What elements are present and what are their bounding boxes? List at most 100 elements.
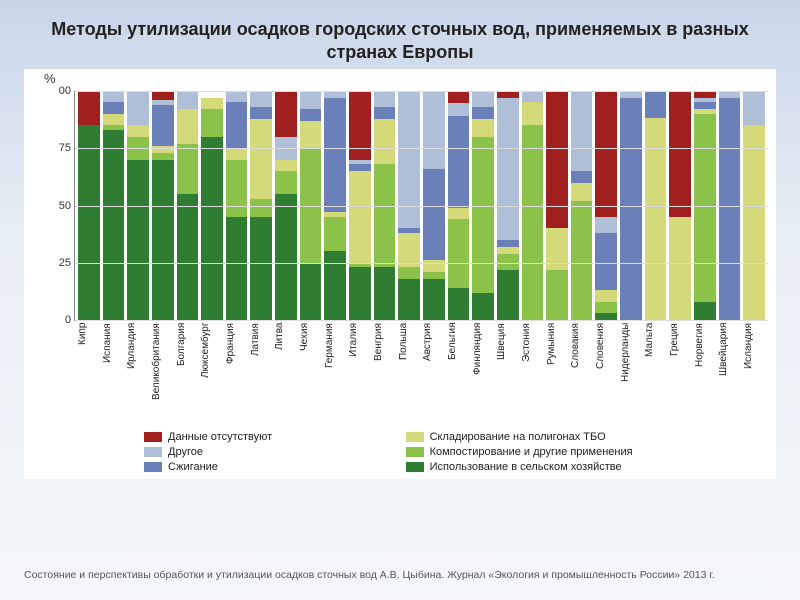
- bar-segment-incineration: [719, 98, 741, 320]
- grid-line: [75, 91, 768, 92]
- bar-segment-landfill: [595, 290, 617, 301]
- bar-segment-composting: [595, 302, 617, 313]
- x-tick-label: Бельгия: [447, 323, 469, 413]
- bar-segment-incineration: [374, 107, 396, 118]
- bar-segment-landfill: [669, 217, 691, 320]
- legend-label: Другое: [168, 446, 203, 458]
- bar-segment-composting: [177, 144, 199, 194]
- bar-segment-no_data: [595, 91, 617, 217]
- bar-segment-incineration: [300, 109, 322, 120]
- legend: Данные отсутствуют Складирование на полиг…: [144, 431, 736, 473]
- bar-segment-landfill: [127, 125, 149, 136]
- legend-label: Складирование на полигонах ТБО: [430, 431, 606, 443]
- bar-segment-incineration: [152, 105, 174, 146]
- legend-label: Компостирование и другие применения: [430, 446, 633, 458]
- legend-item: Использование в сельском хозяйстве: [406, 461, 736, 473]
- bar-segment-landfill: [250, 119, 272, 199]
- legend-swatch: [144, 447, 162, 457]
- bar-segment-incineration: [571, 171, 593, 182]
- bar-segment-other: [472, 91, 494, 107]
- legend-label: Сжигание: [168, 461, 218, 473]
- x-tick-label: Словения: [595, 323, 617, 413]
- bar-segment-landfill: [448, 208, 470, 219]
- plot-area: 025507500: [74, 91, 768, 321]
- x-tick-label: Италия: [348, 323, 370, 413]
- bar-segment-agriculture: [127, 160, 149, 320]
- bar-segment-incineration: [497, 240, 519, 247]
- bar-segment-no_data: [669, 91, 691, 217]
- bar-segment-composting: [226, 160, 248, 217]
- y-tick-label: 75: [43, 142, 71, 154]
- bar-segment-composting: [374, 164, 396, 267]
- bar-segment-no_data: [275, 91, 297, 137]
- bar-segment-no_data: [694, 91, 716, 98]
- x-tick-label: Ирландия: [126, 323, 148, 413]
- bar-segment-landfill: [497, 247, 519, 254]
- y-axis-label: %: [44, 71, 56, 86]
- x-tick-label: Литва: [274, 323, 296, 413]
- bar-segment-other: [250, 91, 272, 107]
- bar-segment-incineration: [595, 233, 617, 290]
- bar-segment-incineration: [250, 107, 272, 118]
- bar-segment-agriculture: [226, 217, 248, 320]
- bar-segment-other: [595, 217, 617, 233]
- bar-segment-landfill: [522, 102, 544, 125]
- x-tick-label: Швеция: [496, 323, 518, 413]
- bar-segment-composting: [275, 171, 297, 194]
- bar-segment-other: [103, 91, 125, 102]
- legend-swatch: [144, 432, 162, 442]
- bar-segment-agriculture: [103, 130, 125, 320]
- x-tick-label: Греция: [669, 323, 691, 413]
- bar-segment-landfill: [300, 121, 322, 148]
- x-tick-label: Франция: [225, 323, 247, 413]
- x-tick-label: Норвегия: [694, 323, 716, 413]
- x-tick-label: Мальта: [644, 323, 666, 413]
- x-tick-label: Испания: [102, 323, 124, 413]
- bar-segment-no_data: [78, 91, 100, 125]
- bar-segment-agriculture: [694, 302, 716, 320]
- legend-item: Данные отсутствуют: [144, 431, 376, 443]
- bar-segment-no_data: [546, 91, 568, 228]
- legend-item: Сжигание: [144, 461, 376, 473]
- bar-segment-no_data: [448, 91, 470, 102]
- bar-segment-other: [743, 91, 765, 125]
- bar-segment-landfill: [374, 119, 396, 165]
- bar-segment-composting: [546, 270, 568, 320]
- bar-segment-other: [497, 98, 519, 240]
- bar-segment-other: [177, 91, 199, 109]
- bar-segment-landfill: [226, 148, 248, 159]
- bar-segment-incineration: [103, 102, 125, 113]
- grid-line: [75, 206, 768, 207]
- bar-segment-no_data: [497, 91, 519, 98]
- bar-segment-other: [127, 91, 149, 125]
- x-tick-label: Швейцария: [718, 323, 740, 413]
- bar-segment-agriculture: [78, 125, 100, 320]
- bar-segment-landfill: [472, 119, 494, 137]
- x-tick-label: Кипр: [77, 323, 99, 413]
- bar-segment-incineration: [226, 102, 248, 148]
- x-tick-label: Великобритания: [151, 323, 173, 413]
- x-tick-label: Эстония: [521, 323, 543, 413]
- bar-segment-composting: [472, 137, 494, 293]
- bar-segment-landfill: [152, 146, 174, 153]
- x-tick-label: Германия: [324, 323, 346, 413]
- legend-swatch: [406, 462, 424, 472]
- bar-segment-other: [398, 91, 420, 228]
- bar-segment-other: [374, 91, 396, 107]
- legend-item: Компостирование и другие применения: [406, 446, 736, 458]
- y-tick-label: 50: [43, 200, 71, 212]
- bar-segment-agriculture: [275, 194, 297, 320]
- bar-segment-landfill: [743, 125, 765, 320]
- bar-segment-composting: [423, 272, 445, 279]
- bar-segment-landfill: [103, 114, 125, 125]
- bar-segment-landfill: [571, 183, 593, 201]
- bar-segment-other: [448, 103, 470, 117]
- bar-segment-composting: [201, 109, 223, 136]
- x-tick-label: Венгрия: [373, 323, 395, 413]
- bar-segment-agriculture: [250, 217, 272, 320]
- bar-segment-no_data: [152, 91, 174, 100]
- x-tick-label: Болгария: [176, 323, 198, 413]
- bar-segment-incineration: [645, 91, 667, 118]
- bar-segment-other: [719, 91, 741, 98]
- x-tick-label: Чехия: [299, 323, 321, 413]
